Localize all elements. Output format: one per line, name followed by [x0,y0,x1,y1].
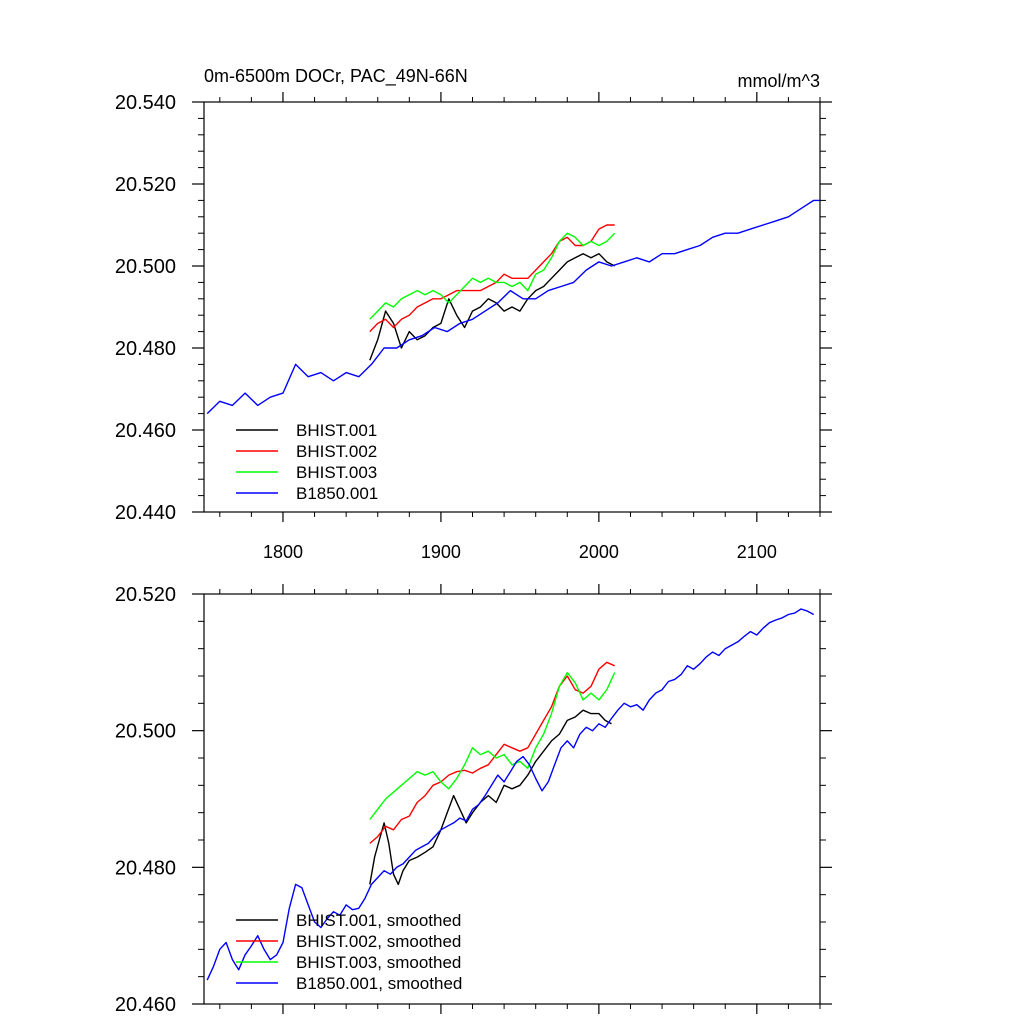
legend-label: B1850.001 [296,484,378,503]
y-tick-label: 20.440 [115,502,176,524]
top-panel: 0m-6500m DOCr, PAC_49N-66N mmol/m^3 1800… [115,66,832,562]
legend-label: BHIST.003, smoothed [296,953,461,972]
y-tick-label: 20.520 [115,174,176,196]
y-tick-label: 20.460 [115,420,176,442]
x-tick-label: 2000 [579,542,619,562]
x-tick-label: 1900 [421,542,461,562]
legend-label: BHIST.003 [296,463,377,482]
y-tick-label: 20.520 [115,584,176,606]
legend-label: B1850.001, smoothed [296,974,462,993]
x-tick-label: 2100 [737,542,777,562]
series-line-3 [369,671,616,820]
series-line-3 [369,232,616,320]
legend-label: BHIST.001 [296,421,377,440]
x-tick-label: 1800 [263,542,303,562]
legend-label: BHIST.002, smoothed [296,932,461,951]
series-line-2 [369,224,615,333]
y-tick-label: 20.460 [115,994,176,1016]
series-line-1 [369,252,616,361]
y-tick-label: 20.500 [115,721,176,743]
y-tick-label: 20.500 [115,256,176,278]
chart-title: 0m-6500m DOCr, PAC_49N-66N [204,66,468,87]
series-line-1 [369,709,612,886]
units-label: mmol/m^3 [738,71,820,91]
series-line-4 [206,608,815,981]
series-line-2 [369,661,615,844]
y-tick-label: 20.540 [115,92,176,114]
legend-label: BHIST.001, smoothed [296,911,461,930]
plot-frame [203,593,821,1005]
series-line-4 [206,199,820,415]
y-tick-label: 20.480 [115,857,176,879]
bottom-panel: 20.460 20.480 20.500 20.520 BHIST.001, smoot… [115,584,832,1016]
legend-label: BHIST.002 [296,442,377,461]
plot-frame [203,101,821,513]
y-tick-label: 20.480 [115,338,176,360]
